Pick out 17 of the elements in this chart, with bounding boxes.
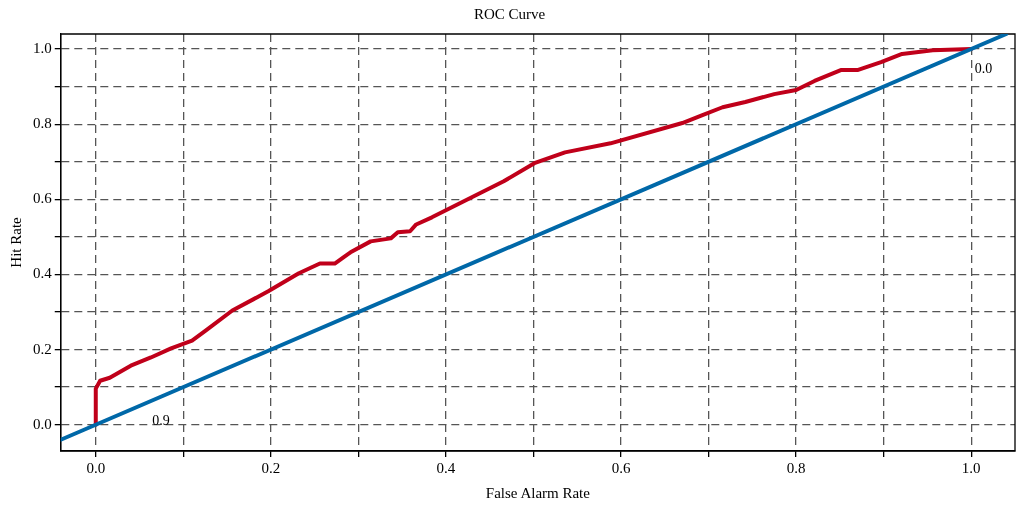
x-tick-label: 0.8 xyxy=(786,459,806,476)
y-tick-label: 0.6 xyxy=(33,190,53,207)
annotation: 0.9 xyxy=(152,413,170,429)
y-tick-label: 0.4 xyxy=(33,265,53,282)
x-tick-label: 0.2 xyxy=(261,459,281,476)
y-tick-label: 1.0 xyxy=(33,39,52,56)
y-tick-label: 0.2 xyxy=(33,340,52,357)
annotation: 0.0 xyxy=(974,61,993,77)
y-tick-label: 0.0 xyxy=(33,415,52,432)
y-tick-label: 0.8 xyxy=(33,115,52,132)
x-tick-label: 1.0 xyxy=(961,459,981,476)
y-axis-title: Hit Rate xyxy=(7,216,24,268)
x-axis-title: False Alarm Rate xyxy=(485,484,591,501)
x-tick-label: 0.6 xyxy=(611,459,631,476)
x-tick-label: 0.0 xyxy=(86,459,106,476)
chart-title: ROC Curve xyxy=(473,5,546,22)
x-tick-label: 0.4 xyxy=(436,459,456,476)
